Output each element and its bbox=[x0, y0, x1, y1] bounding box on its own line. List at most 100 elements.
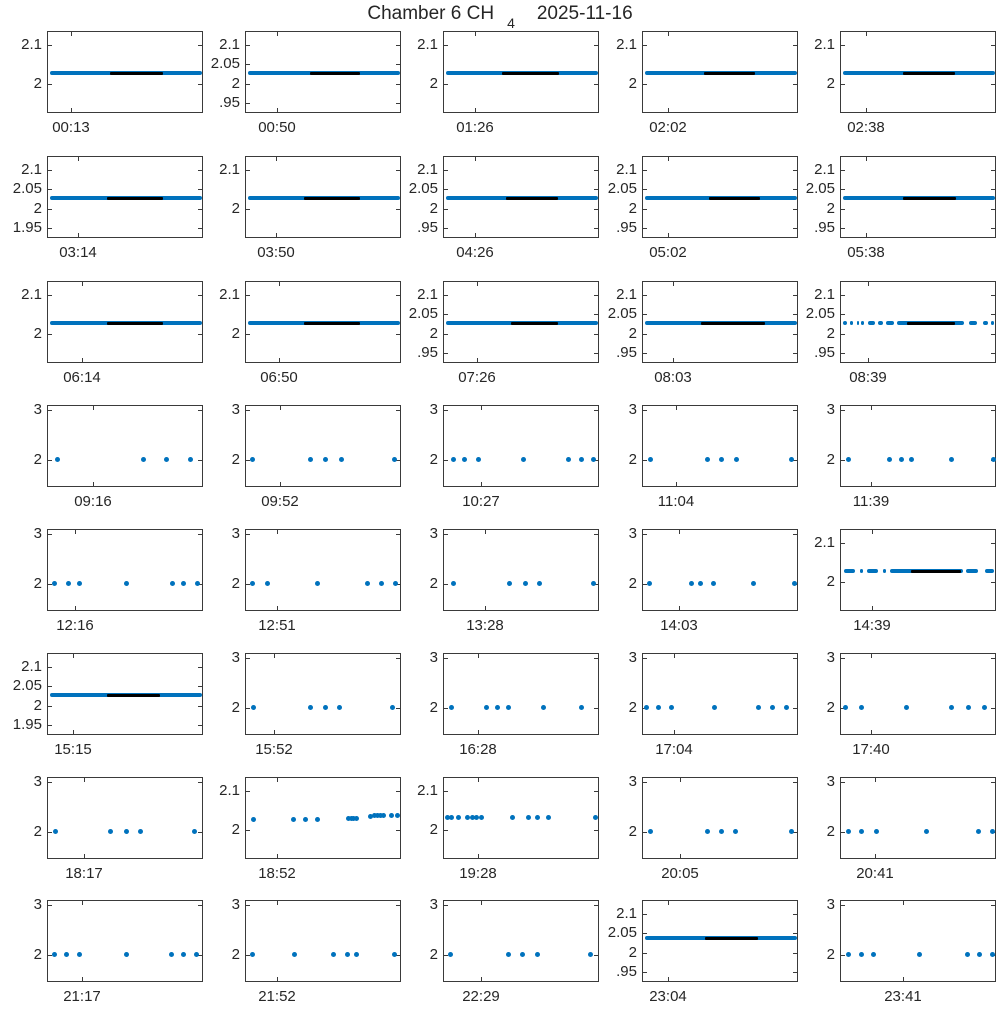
y-tick-label: 2.1 bbox=[21, 658, 42, 675]
y-tick-mark bbox=[841, 658, 845, 659]
y-tick-mark bbox=[396, 791, 400, 792]
x-tick-mark bbox=[481, 901, 482, 905]
data-point bbox=[140, 456, 146, 462]
y-tick-mark bbox=[841, 582, 845, 583]
data-point bbox=[315, 816, 321, 822]
y-tick-mark bbox=[594, 84, 598, 85]
data-point bbox=[751, 580, 757, 586]
data-point bbox=[908, 456, 914, 462]
y-tick-mark bbox=[444, 708, 448, 709]
y-tick-mark bbox=[594, 228, 598, 229]
data-point bbox=[949, 704, 955, 710]
data-point bbox=[265, 580, 271, 586]
data-point bbox=[522, 580, 528, 586]
y-tick-mark bbox=[444, 658, 448, 659]
y-tick-mark bbox=[198, 410, 202, 411]
data-point bbox=[505, 951, 511, 957]
x-tick-label: 23:41 bbox=[884, 988, 922, 1005]
data-point bbox=[249, 580, 255, 586]
x-tick-label: 17:40 bbox=[852, 741, 890, 758]
x-tick-mark bbox=[875, 854, 876, 858]
y-tick-label: 2 bbox=[429, 451, 438, 468]
subplot-axes: 3 2 21:52 bbox=[232, 896, 401, 1005]
y-tick-mark bbox=[246, 460, 250, 461]
data-point bbox=[525, 814, 531, 820]
y-tick-label: 2.05 bbox=[805, 180, 835, 197]
y-tick-label: 2 bbox=[33, 575, 42, 592]
x-tick-label: 04:26 bbox=[456, 244, 494, 261]
data-series-band bbox=[859, 569, 863, 573]
x-tick-mark bbox=[475, 233, 476, 237]
data-point bbox=[788, 828, 794, 834]
y-tick-mark bbox=[793, 209, 797, 210]
x-tick-mark bbox=[871, 654, 872, 658]
x-tick-mark bbox=[475, 108, 476, 112]
data-series-band bbox=[878, 321, 884, 325]
data-series-band bbox=[886, 321, 894, 325]
flagged-segment bbox=[506, 196, 558, 200]
x-tick-label: 18:17 bbox=[65, 865, 103, 882]
y-tick-label: 2 bbox=[33, 75, 42, 92]
y-tick-mark bbox=[841, 832, 845, 833]
x-tick-label: 15:52 bbox=[255, 741, 293, 758]
subplot-axes: 3 2 12:51 bbox=[232, 525, 401, 634]
y-tick-label: 2 bbox=[33, 200, 42, 217]
y-tick-label: 3 bbox=[429, 649, 438, 666]
flagged-segment bbox=[310, 71, 360, 75]
y-tick-mark bbox=[48, 84, 52, 85]
x-tick-mark bbox=[680, 778, 681, 782]
y-tick-mark bbox=[198, 686, 202, 687]
x-tick-label: 21:17 bbox=[63, 988, 101, 1005]
figure-title: Chamber 6 CH 4 2025-11-16 bbox=[0, 3, 1000, 31]
y-tick-label: .95 bbox=[616, 344, 637, 361]
data-series-band bbox=[850, 321, 854, 325]
y-tick-mark bbox=[793, 314, 797, 315]
y-tick-mark bbox=[594, 905, 598, 906]
y-tick-mark bbox=[396, 708, 400, 709]
data-point bbox=[249, 951, 255, 957]
y-tick-label: 2 bbox=[429, 200, 438, 217]
figure-title-date: 2025-11-16 bbox=[536, 3, 633, 24]
data-point bbox=[899, 456, 905, 462]
y-tick-mark bbox=[991, 334, 995, 335]
data-point bbox=[345, 815, 351, 821]
y-tick-mark bbox=[396, 410, 400, 411]
data-point bbox=[843, 704, 849, 710]
data-point bbox=[755, 704, 761, 710]
x-tick-mark bbox=[477, 358, 478, 362]
data-series-band bbox=[867, 321, 876, 325]
y-tick-mark bbox=[48, 334, 52, 335]
data-point bbox=[53, 828, 59, 834]
y-tick-mark bbox=[246, 791, 250, 792]
x-tick-mark bbox=[668, 901, 669, 905]
data-point bbox=[646, 580, 652, 586]
subplot-axes: 2.1 2 06:50 bbox=[219, 281, 401, 386]
data-point bbox=[193, 951, 199, 957]
y-tick-label: 3 bbox=[826, 649, 835, 666]
data-point bbox=[323, 704, 329, 710]
y-tick-label: 3 bbox=[826, 773, 835, 790]
y-tick-label: .95 bbox=[814, 219, 835, 236]
y-tick-label: 2 bbox=[628, 575, 637, 592]
data-point bbox=[964, 951, 970, 957]
subplot-axes: 3 2 17:04 bbox=[629, 649, 798, 758]
y-tick-mark bbox=[841, 708, 845, 709]
subplot-axes: 3 2 15:52 bbox=[232, 649, 401, 758]
subplot-axes: 2.1 2.05 2 1.95 03:14 bbox=[13, 156, 203, 261]
y-tick-mark bbox=[594, 45, 598, 46]
x-tick-mark bbox=[866, 32, 867, 36]
flagged-segment bbox=[700, 321, 765, 325]
x-tick-label: 23:04 bbox=[649, 988, 687, 1005]
data-point bbox=[656, 704, 662, 710]
data-point bbox=[546, 814, 551, 820]
x-tick-mark bbox=[674, 654, 675, 658]
y-tick-mark bbox=[793, 334, 797, 335]
y-tick-mark bbox=[841, 189, 845, 190]
data-point bbox=[338, 456, 344, 462]
y-tick-mark bbox=[643, 832, 647, 833]
x-tick-label: 17:04 bbox=[655, 741, 693, 758]
subplot-axes: 2.1 2.05 2 .95 05:38 bbox=[806, 156, 996, 261]
x-tick-label: 00:13 bbox=[52, 119, 90, 136]
y-tick-mark bbox=[991, 189, 995, 190]
y-tick-mark bbox=[396, 170, 400, 171]
